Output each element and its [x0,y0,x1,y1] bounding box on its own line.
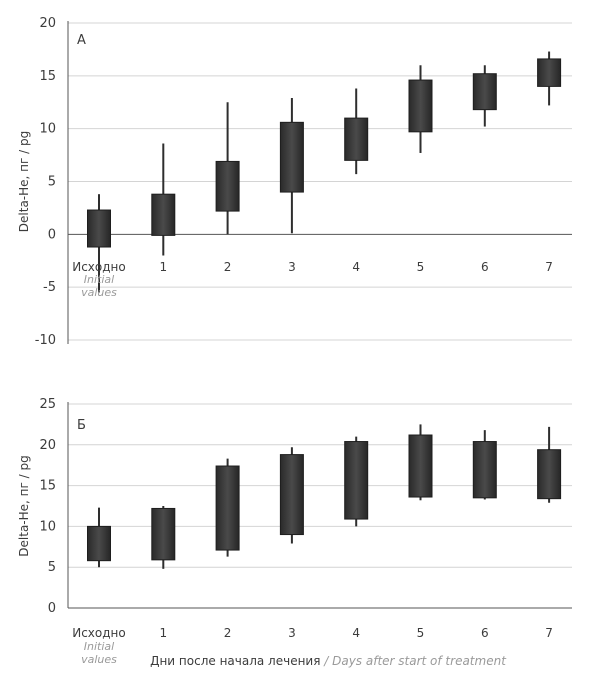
x-tick-label: Исходно [72,626,126,640]
x-tick-label: 7 [545,260,553,274]
x-tick-label: 3 [288,260,296,274]
candle-box [151,193,176,236]
x-tick-label: Исходно [72,260,126,274]
x-tick-label: 4 [352,260,360,274]
x-tick-label: 1 [159,626,167,640]
y-tick-label: 20 [39,438,56,453]
candle-box [344,441,369,520]
x-tick-sublabel: Initial values [81,273,117,299]
x-axis-title-en: / Days after start of treatment [320,654,507,668]
candle-box [215,465,240,551]
candle-box [151,507,176,561]
y-tick-label: 5 [48,175,56,190]
candle-box [472,441,497,499]
candle-box [87,209,111,248]
x-tick-label: 5 [417,626,425,640]
candle-box [279,121,304,193]
candle-box [87,525,111,562]
y-tick-label: 15 [39,69,56,84]
candle-box [537,58,562,87]
x-tick-label: 2 [224,626,232,640]
x-tick-label: 6 [481,260,489,274]
y-tick-label: 15 [39,479,56,494]
x-axis-title: Дни после начала лечения / Days after st… [150,654,507,668]
y-tick-label: 10 [39,122,56,137]
y-tick-label: 5 [48,560,56,575]
candle-box [472,73,497,111]
x-tick-label: 3 [288,626,296,640]
candle-box [215,160,240,212]
y-axis-label: Delta-He, пг / pg [17,131,31,232]
x-tick-label: 2 [224,260,232,274]
panel-label: А [77,33,86,48]
x-tick-label: 5 [417,260,425,274]
y-axis-label: Delta-He, пг / pg [17,455,31,556]
panel-label: Б [77,418,86,433]
y-tick-label: -10 [35,333,56,348]
y-tick-label: 10 [39,519,56,534]
x-axis-title-ru: Дни после начала лечения [150,654,320,668]
candle-box [344,117,369,161]
y-tick-label: 20 [39,16,56,31]
candle-box [408,79,433,133]
candle-box [279,454,304,536]
x-tick-label: 7 [545,626,553,640]
candle-box [537,449,562,500]
x-tick-sublabel: Initial values [81,640,117,666]
candle-box [408,434,433,498]
x-tick-label: 4 [352,626,360,640]
y-tick-label: 25 [39,397,56,412]
y-tick-label: 0 [48,601,56,616]
y-tick-label: 0 [48,227,56,242]
x-tick-label: 6 [481,626,489,640]
x-tick-label: 1 [159,260,167,274]
y-tick-label: -5 [43,280,56,295]
